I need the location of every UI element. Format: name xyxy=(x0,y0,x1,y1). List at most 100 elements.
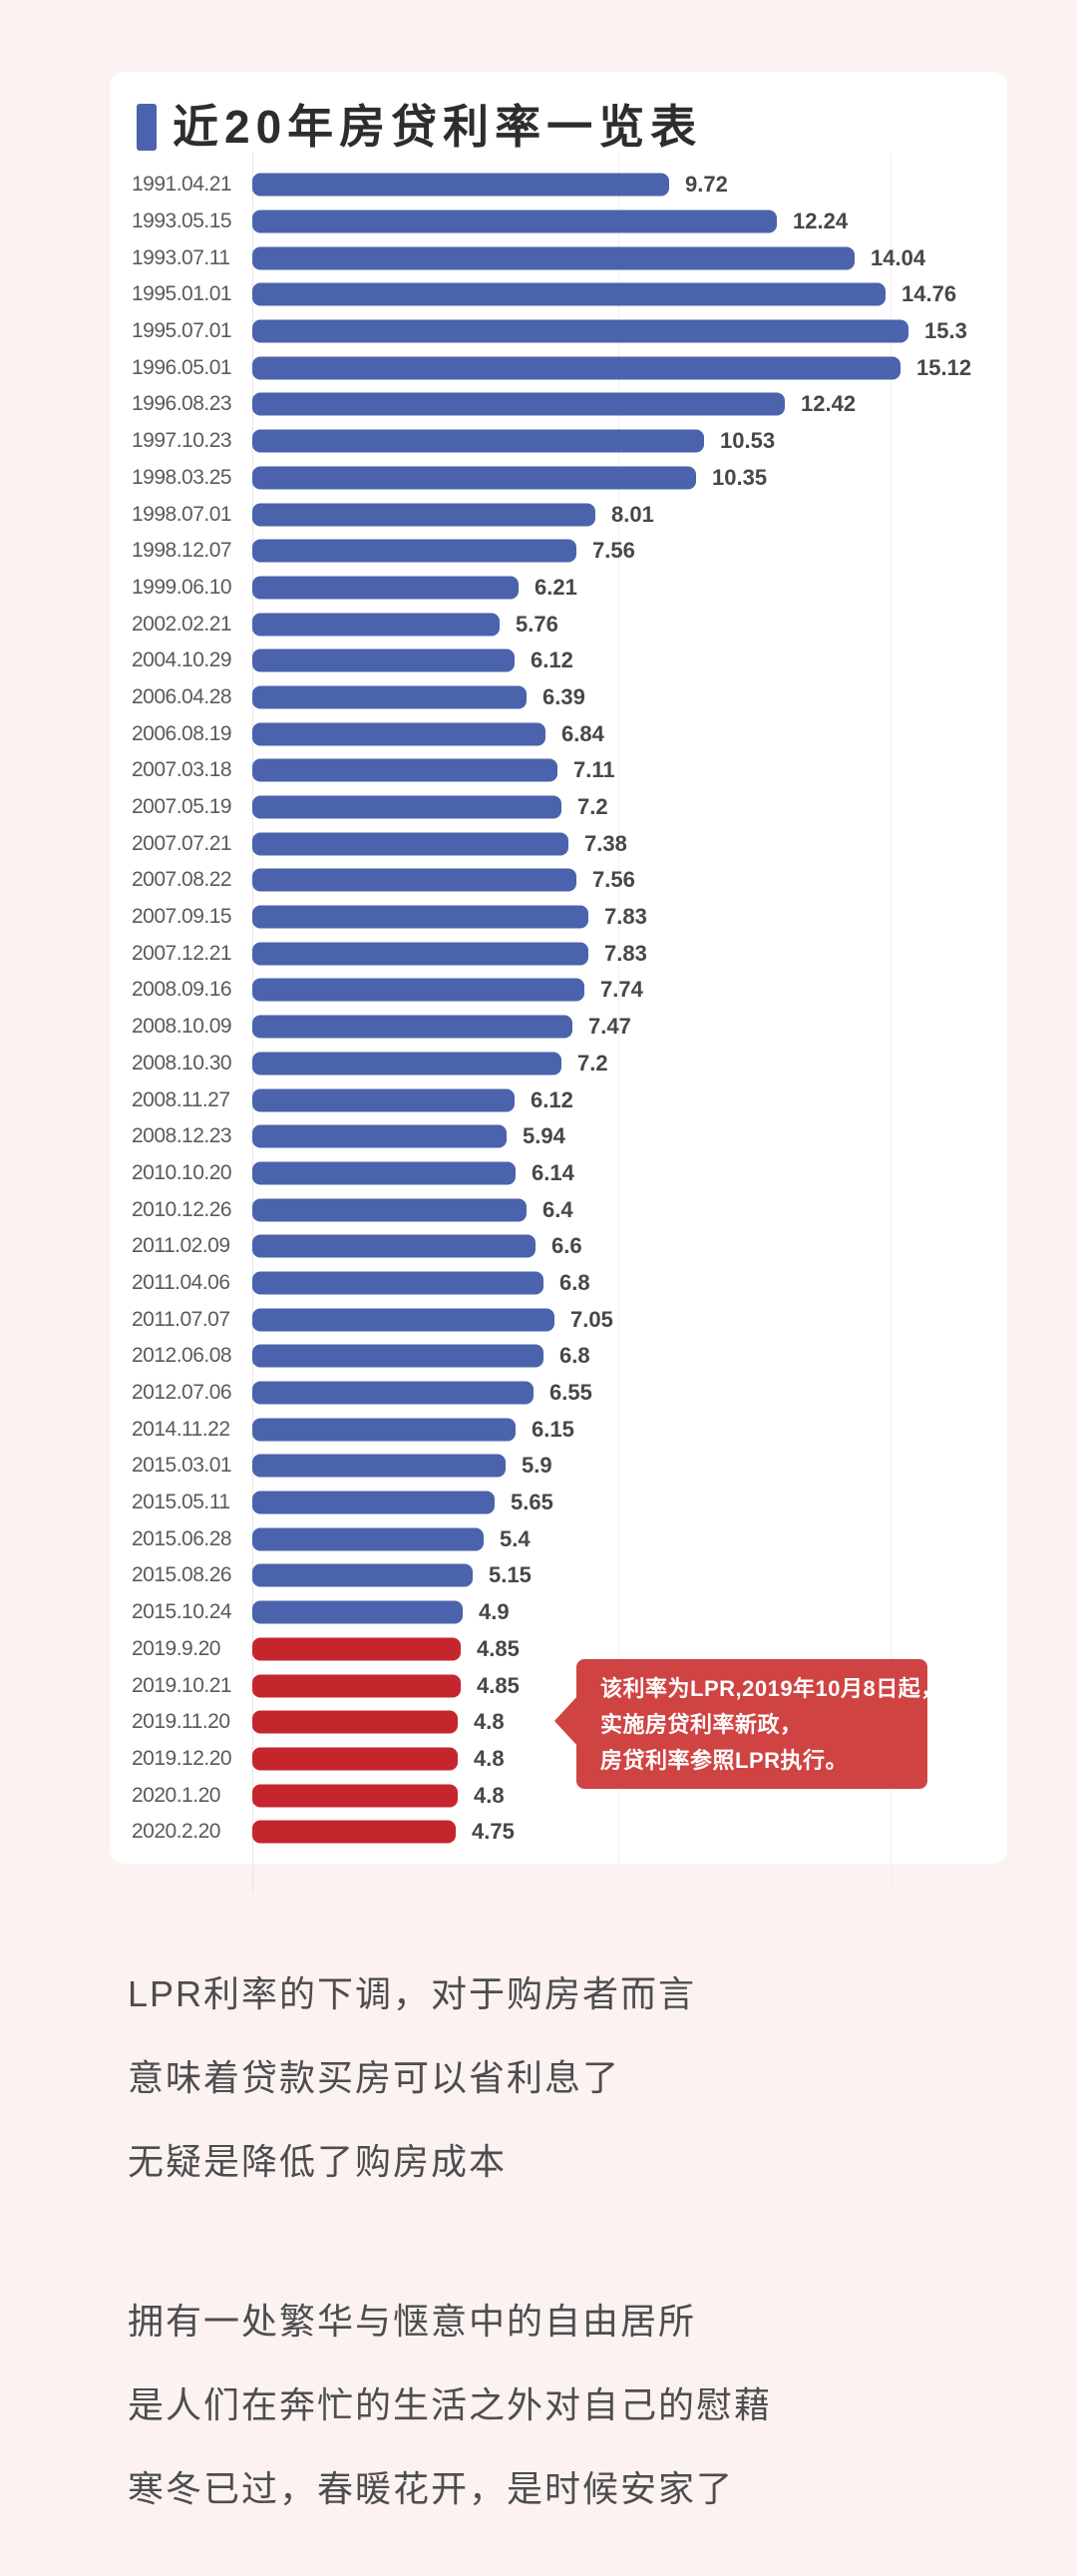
row-value-label: 14.76 xyxy=(901,281,957,307)
row-date-label: 1998.12.07 xyxy=(132,539,232,563)
bar-row: 2011.07.07 7.05 xyxy=(110,1301,1007,1338)
rate-bar xyxy=(252,1161,516,1185)
bar-row: 1996.08.23 12.42 xyxy=(110,386,1007,423)
rate-bar xyxy=(252,832,568,856)
rate-bar xyxy=(252,722,545,746)
rate-bar xyxy=(252,1234,536,1258)
row-date-label: 2007.07.21 xyxy=(132,831,232,855)
row-value-label: 6.84 xyxy=(561,720,604,746)
rate-bar xyxy=(252,539,576,563)
row-value-label: 4.8 xyxy=(474,1709,505,1735)
bar-row: 2007.12.21 7.83 xyxy=(110,935,1007,972)
row-date-label: 2015.03.01 xyxy=(132,1454,232,1478)
rate-bar xyxy=(252,758,557,782)
rate-bar xyxy=(252,1418,516,1442)
caption-paragraph-1: LPR利率的下调，对于购房者而言 意味着贷款买房可以省利息了 无疑是降低了购房成… xyxy=(128,1952,696,2204)
rate-bar xyxy=(252,1527,484,1551)
bar-row: 2012.06.08 6.8 xyxy=(110,1338,1007,1375)
row-date-label: 2011.07.07 xyxy=(132,1307,230,1331)
row-date-label: 2020.2.20 xyxy=(132,1820,220,1844)
row-date-label: 2011.02.09 xyxy=(132,1234,230,1258)
row-value-label: 6.8 xyxy=(559,1269,590,1295)
rate-bar xyxy=(252,1747,458,1771)
row-value-label: 7.38 xyxy=(584,830,627,856)
bar-row: 2019.12.20 4.8 xyxy=(110,1741,1007,1778)
rate-bar xyxy=(252,503,595,527)
bar-row: 1996.05.01 15.12 xyxy=(110,349,1007,386)
row-value-label: 5.9 xyxy=(522,1453,552,1479)
rate-bar xyxy=(252,1015,572,1039)
row-date-label: 2008.11.27 xyxy=(132,1087,230,1111)
bar-row: 1998.12.07 7.56 xyxy=(110,533,1007,570)
row-value-label: 4.8 xyxy=(474,1745,505,1771)
row-value-label: 4.85 xyxy=(477,1635,520,1661)
rate-bar xyxy=(252,1308,554,1332)
rate-bar xyxy=(252,685,527,709)
bar-row: 2007.08.22 7.56 xyxy=(110,862,1007,899)
bar-row: 2002.02.21 5.76 xyxy=(110,606,1007,643)
chart-card: 近20年房贷利率一览表 1991.04.21 9.72 1993.05.15 12.2… xyxy=(110,72,1007,1893)
row-date-label: 2008.10.09 xyxy=(132,1015,232,1039)
chart-title: 近20年房贷利率一览表 xyxy=(173,101,703,153)
row-date-label: 2004.10.29 xyxy=(132,648,232,672)
rate-bar xyxy=(252,1198,527,1222)
row-value-label: 7.56 xyxy=(592,867,635,893)
row-date-label: 2010.12.26 xyxy=(132,1197,232,1221)
caption-line: 无疑是降低了购房成本 xyxy=(128,2141,508,2182)
row-date-label: 2007.05.19 xyxy=(132,795,232,819)
row-date-label: 2007.12.21 xyxy=(132,941,232,965)
rate-bar xyxy=(252,1124,507,1148)
rate-bar xyxy=(252,1784,458,1808)
rate-bar xyxy=(252,429,704,453)
row-value-label: 6.39 xyxy=(542,683,585,709)
row-value-label: 6.15 xyxy=(532,1416,574,1442)
row-value-label: 6.55 xyxy=(549,1380,592,1406)
row-value-label: 7.11 xyxy=(573,757,615,783)
callout-line: 该利率为LPR,2019年10月8日起， xyxy=(600,1676,943,1701)
row-value-label: 6.12 xyxy=(531,647,573,673)
row-value-label: 6.4 xyxy=(542,1196,573,1222)
rate-bar xyxy=(252,210,777,233)
row-value-label: 4.85 xyxy=(477,1672,520,1698)
row-date-label: 2011.04.06 xyxy=(132,1270,230,1294)
bar-row: 2019.11.20 4.8 xyxy=(110,1704,1007,1741)
bar-row: 2012.07.06 6.55 xyxy=(110,1375,1007,1412)
bar-row: 2008.09.16 7.74 xyxy=(110,972,1007,1009)
bar-row: 2007.05.19 7.2 xyxy=(110,789,1007,826)
rate-bar xyxy=(252,978,584,1002)
row-date-label: 2015.10.24 xyxy=(132,1600,232,1624)
bar-row: 1995.07.01 15.3 xyxy=(110,313,1007,350)
rate-bar xyxy=(252,1820,456,1844)
row-date-label: 2007.09.15 xyxy=(132,905,232,929)
row-date-label: 1995.07.01 xyxy=(132,319,232,343)
bar-row: 2019.10.21 4.85 xyxy=(110,1667,1007,1704)
bar-row: 2020.1.20 4.8 xyxy=(110,1777,1007,1814)
row-value-label: 10.35 xyxy=(712,464,768,490)
callout-line: 实施房贷利率新政， xyxy=(600,1712,803,1737)
bar-row: 2019.9.20 4.85 xyxy=(110,1631,1007,1668)
row-date-label: 2019.11.20 xyxy=(132,1710,230,1734)
rate-bar xyxy=(252,1600,463,1624)
bar-row: 1998.07.01 8.01 xyxy=(110,496,1007,533)
bar-row: 2008.12.23 5.94 xyxy=(110,1118,1007,1155)
rate-bar xyxy=(252,576,519,600)
row-date-label: 1999.06.10 xyxy=(132,575,232,599)
rate-bar xyxy=(252,356,900,380)
rate-bar xyxy=(252,282,886,306)
bar-row: 2015.03.01 5.9 xyxy=(110,1448,1007,1485)
row-value-label: 15.3 xyxy=(924,318,967,344)
rate-bar xyxy=(252,392,785,416)
rate-bar xyxy=(252,942,588,966)
bar-row: 2008.10.09 7.47 xyxy=(110,1009,1007,1046)
bar-row: 2014.11.22 6.15 xyxy=(110,1411,1007,1448)
row-value-label: 5.94 xyxy=(523,1123,565,1149)
bar-row: 2015.05.11 5.65 xyxy=(110,1485,1007,1521)
rate-bar xyxy=(252,868,576,892)
row-date-label: 2006.08.19 xyxy=(132,721,232,745)
row-value-label: 4.75 xyxy=(472,1819,515,1845)
gridline xyxy=(891,153,892,1893)
rate-bar xyxy=(252,1088,515,1112)
bar-row: 2015.08.26 5.15 xyxy=(110,1557,1007,1594)
callout-line: 房贷利率参照LPR执行。 xyxy=(600,1748,849,1773)
